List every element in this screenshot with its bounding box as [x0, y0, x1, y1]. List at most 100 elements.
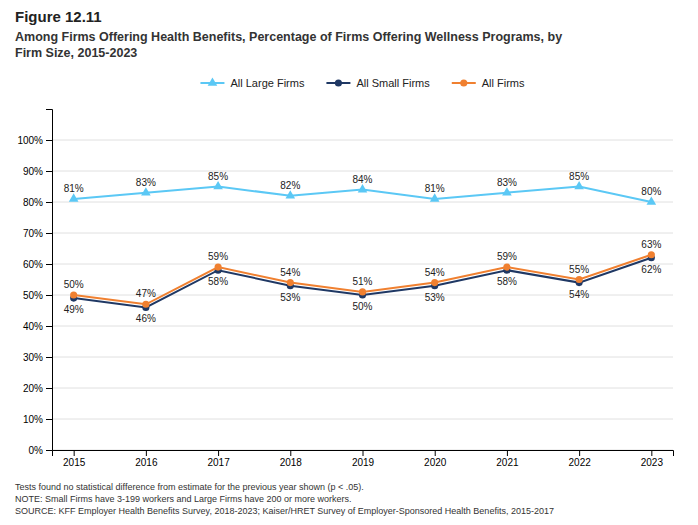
y-tick-label: 70% — [23, 228, 43, 239]
data-label: 84% — [352, 174, 372, 185]
data-label: 55% — [569, 264, 589, 275]
data-label: 53% — [280, 292, 300, 303]
data-label: 54% — [425, 267, 445, 278]
y-tick-mark — [46, 202, 52, 203]
y-tick: 80% — [23, 197, 52, 208]
x-tick: 2020 — [424, 450, 447, 468]
x-tick-label: 2021 — [496, 457, 519, 468]
data-label: 49% — [64, 304, 84, 315]
y-tick-label: 60% — [23, 259, 43, 270]
x-tick-mark — [218, 450, 219, 456]
y-tick-label: 90% — [23, 166, 43, 177]
data-label: 50% — [64, 279, 84, 290]
y-tick: 50% — [23, 290, 52, 301]
x-tick: 2016 — [135, 450, 158, 468]
grid-line — [52, 326, 673, 327]
y-tick-label: 100% — [17, 135, 43, 146]
y-tick: 90% — [23, 166, 52, 177]
legend: All Large FirmsAll Small FirmsAll Firms — [200, 77, 525, 89]
x-tick-label: 2015 — [63, 457, 86, 468]
footnote: Tests found no statistical difference fr… — [15, 482, 364, 492]
x-tick-mark — [507, 450, 508, 456]
footnote: NOTE: Small Firms have 3-199 workers and… — [15, 494, 352, 504]
x-tick-label: 2017 — [207, 457, 230, 468]
data-label: 81% — [425, 183, 445, 194]
x-tick: 2021 — [496, 450, 519, 468]
title: Figure 12.11 — [15, 8, 102, 25]
series-marker — [215, 264, 222, 271]
series-marker — [648, 251, 655, 258]
y-tick-mark — [46, 264, 52, 265]
y-tick-mark — [46, 233, 52, 234]
data-label: 62% — [641, 264, 661, 275]
x-axis: 201520162017201820192020202120222023 — [53, 450, 674, 468]
series-marker — [359, 288, 366, 295]
y-tick-label: 40% — [23, 321, 43, 332]
grid-line — [52, 357, 673, 358]
series-marker — [141, 187, 151, 195]
series-line — [74, 255, 652, 305]
plot-area — [69, 181, 656, 311]
series-marker — [70, 291, 77, 298]
x-tick: 2022 — [569, 450, 592, 468]
y-tick: 70% — [23, 228, 52, 239]
x-tick: 2018 — [280, 450, 303, 468]
y-axis: 0% 10% 20% 30% 40% 50% 60% 70% 80% 90% 100% — [17, 110, 52, 456]
y-tick: 30% — [23, 352, 52, 363]
x-tick-mark — [363, 450, 364, 456]
data-label: 80% — [641, 186, 661, 197]
y-axis-line — [46, 110, 53, 451]
data-label: 58% — [208, 276, 228, 287]
y-tick: 40% — [23, 321, 52, 332]
legend-item: All Large Firms — [200, 77, 304, 89]
y-tick-label: 80% — [23, 197, 43, 208]
y-tick-label: 10% — [23, 414, 43, 425]
x-tick: 2023 — [641, 450, 664, 468]
x-tick-label: 2018 — [280, 457, 303, 468]
data-label: 81% — [64, 183, 84, 194]
x-tick-mark — [435, 450, 436, 456]
data-label: 51% — [352, 276, 372, 287]
series-marker — [213, 181, 223, 189]
y-tick-mark — [46, 419, 52, 420]
grid-line — [52, 202, 673, 203]
y-tick: 20% — [23, 383, 52, 394]
x-tick-mark — [651, 450, 652, 456]
data-label: 59% — [497, 251, 517, 262]
x-tick-label: 2023 — [641, 457, 664, 468]
y-tick-mark — [46, 388, 52, 389]
data-label: 63% — [641, 239, 661, 250]
y-tick-mark — [46, 295, 52, 296]
data-label: 82% — [280, 180, 300, 191]
legend-item: All Small Firms — [326, 77, 430, 89]
x-tick-mark — [146, 450, 147, 456]
data-label: 83% — [136, 177, 156, 188]
series-marker — [647, 196, 657, 204]
subtitle: Among Firms Offering Health Benefits, Pe… — [15, 30, 562, 60]
legend-marker — [208, 77, 218, 85]
series-marker — [502, 187, 512, 195]
x-tick-mark — [74, 450, 75, 456]
grid — [52, 140, 673, 450]
y-tick-mark — [46, 326, 52, 327]
y-tick-label: 50% — [23, 290, 43, 301]
x-tick: 2015 — [63, 450, 86, 468]
x-tick-mark — [290, 450, 291, 456]
series-marker — [576, 276, 583, 283]
series-marker — [285, 190, 295, 198]
grid-line — [52, 233, 673, 234]
y-tick: 10% — [23, 414, 52, 425]
data-labels: 81%83%85%82%84%81%83%85%80%49%46%58%53%5… — [64, 171, 662, 325]
y-tick: 100% — [17, 135, 52, 146]
data-label: 85% — [569, 171, 589, 182]
y-tick-label: 0% — [29, 445, 44, 456]
y-tick-mark — [46, 171, 52, 172]
legend-label: All Large Firms — [230, 77, 304, 89]
data-label: 47% — [136, 288, 156, 299]
series-marker — [503, 264, 510, 271]
series-line — [74, 258, 652, 308]
data-label: 83% — [497, 177, 517, 188]
series-marker — [431, 279, 438, 286]
x-tick: 2017 — [207, 450, 230, 468]
legend-label: All Small Firms — [356, 77, 430, 89]
